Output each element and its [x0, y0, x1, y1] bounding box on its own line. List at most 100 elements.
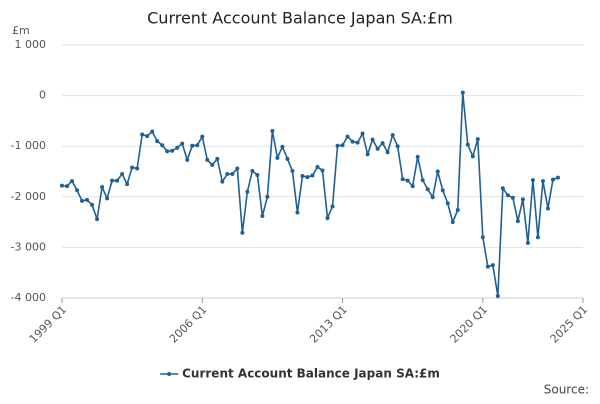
data-point	[130, 165, 135, 170]
data-point	[65, 184, 70, 189]
data-point	[540, 179, 545, 184]
data-point	[545, 206, 550, 211]
data-point	[350, 139, 355, 144]
data-point	[485, 264, 490, 269]
data-point	[375, 146, 380, 151]
data-point	[390, 133, 395, 138]
data-point	[465, 142, 470, 147]
data-point	[80, 198, 85, 203]
data-point	[435, 169, 440, 174]
data-point	[160, 143, 165, 148]
data-point	[270, 129, 275, 134]
data-point	[515, 219, 520, 224]
y-tick-label: 0	[39, 89, 46, 102]
data-point	[420, 178, 425, 183]
data-point	[340, 143, 345, 148]
data-point	[235, 166, 240, 171]
data-point	[185, 157, 190, 162]
data-point	[510, 195, 515, 200]
data-point	[190, 143, 195, 148]
data-point	[295, 210, 300, 215]
data-point	[525, 240, 530, 245]
data-point	[70, 179, 75, 184]
data-point	[275, 155, 280, 160]
data-point	[230, 172, 235, 177]
data-point	[520, 197, 525, 202]
data-point	[335, 143, 340, 148]
data-point	[105, 196, 110, 201]
data-point	[460, 90, 465, 95]
y-axis-label: £m	[12, 24, 30, 37]
x-tick-label: 2020 Q1	[448, 303, 491, 346]
data-point	[415, 154, 420, 159]
data-point	[255, 173, 260, 178]
data-point	[330, 204, 335, 209]
data-point	[450, 220, 455, 225]
y-tick-label: -1 000	[11, 139, 46, 152]
data-point	[445, 201, 450, 206]
data-point	[240, 230, 245, 235]
data-point	[110, 178, 115, 183]
y-tick-label: -2 000	[11, 190, 46, 203]
data-point	[180, 141, 185, 146]
x-tick-label: 2006 Q1	[167, 303, 210, 346]
data-point	[550, 177, 555, 182]
data-point	[495, 293, 500, 298]
data-point	[360, 131, 365, 136]
legend-label: Current Account Balance Japan SA:£m	[182, 367, 440, 381]
data-point	[425, 187, 430, 192]
data-point	[400, 177, 405, 182]
data-point	[535, 235, 540, 240]
chart-title: Current Account Balance Japan SA:£m	[147, 9, 453, 28]
data-point	[325, 216, 330, 221]
data-point	[385, 150, 390, 155]
data-point	[200, 134, 205, 139]
data-point	[250, 168, 255, 173]
data-point	[115, 178, 120, 183]
data-point	[300, 174, 305, 179]
legend-swatch-dot	[167, 372, 172, 376]
legend-item: Current Account Balance Japan SA:£m	[160, 367, 440, 381]
data-point	[490, 263, 495, 268]
data-point	[290, 168, 295, 173]
data-point	[260, 214, 265, 219]
data-point	[365, 152, 370, 157]
x-tick-label: 2013 Q1	[307, 303, 350, 346]
data-point	[315, 164, 320, 169]
data-point	[215, 156, 220, 161]
data-point	[100, 185, 105, 190]
data-point	[145, 134, 150, 139]
data-point	[165, 149, 170, 154]
data-point	[155, 139, 160, 144]
data-point	[140, 132, 145, 137]
y-tick-label: -4 000	[11, 291, 46, 304]
data-point	[90, 202, 95, 207]
data-point	[150, 129, 155, 134]
data-point	[245, 189, 250, 194]
data-point	[410, 184, 415, 189]
data-point	[470, 154, 475, 159]
data-point	[210, 162, 215, 167]
data-point	[220, 179, 225, 184]
data-point	[265, 194, 270, 199]
data-point	[175, 145, 180, 150]
data-point	[430, 195, 435, 200]
x-tick-label: 2025 Q1	[548, 303, 591, 346]
data-point	[370, 137, 375, 142]
data-point	[135, 166, 140, 171]
data-point	[85, 197, 90, 202]
data-point	[475, 137, 480, 142]
data-point	[205, 157, 210, 162]
data-point	[170, 148, 175, 153]
data-point	[60, 183, 64, 188]
x-tick-label: 1999 Q1	[27, 303, 70, 346]
data-point	[125, 182, 130, 187]
data-point	[505, 193, 510, 198]
data-point	[285, 156, 290, 161]
data-point	[345, 134, 350, 139]
y-tick-label: 1 000	[15, 38, 47, 51]
data-point	[380, 141, 385, 146]
data-point	[455, 207, 460, 212]
data-point	[500, 186, 505, 191]
series-line	[61, 92, 559, 297]
